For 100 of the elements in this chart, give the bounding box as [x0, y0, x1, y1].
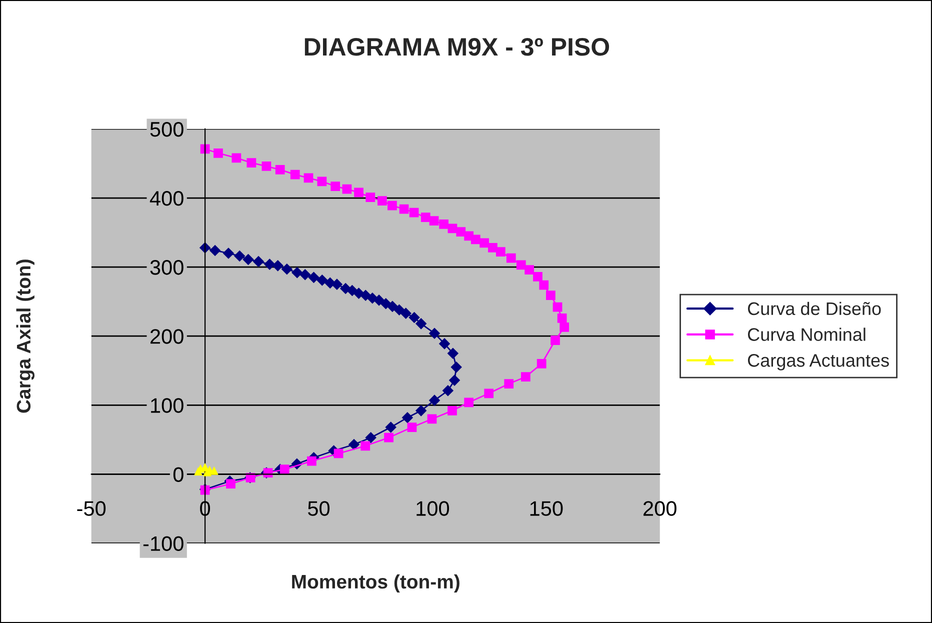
point	[280, 464, 290, 474]
point	[448, 224, 458, 234]
point	[504, 379, 514, 388]
point	[272, 260, 284, 272]
point	[536, 359, 546, 368]
point	[447, 348, 458, 359]
point	[449, 374, 460, 386]
point	[253, 256, 264, 267]
point	[416, 318, 427, 330]
point	[223, 248, 234, 259]
point	[560, 322, 570, 332]
point	[300, 269, 311, 280]
point	[264, 258, 276, 270]
point	[232, 153, 242, 163]
point	[409, 208, 419, 218]
point	[506, 253, 516, 263]
point	[539, 280, 549, 290]
point	[448, 406, 457, 416]
point	[429, 394, 440, 406]
point	[384, 432, 394, 442]
point	[234, 250, 246, 262]
y-tick-label: 200	[150, 329, 184, 344]
point	[456, 227, 466, 237]
point	[524, 265, 534, 275]
point	[470, 234, 480, 244]
point	[366, 192, 376, 202]
point	[275, 165, 285, 174]
point	[408, 312, 420, 323]
point	[374, 294, 384, 306]
point	[242, 254, 254, 265]
point	[330, 182, 340, 191]
y-tick-label: 300	[150, 260, 184, 275]
point	[399, 204, 409, 214]
point	[533, 272, 542, 282]
point	[394, 304, 405, 316]
point	[439, 220, 449, 229]
point	[484, 388, 494, 398]
point	[552, 302, 562, 312]
point	[304, 173, 314, 183]
point	[281, 264, 292, 275]
x-tick-label: 200	[644, 501, 676, 516]
point	[226, 479, 236, 489]
point	[316, 274, 328, 286]
x-axis-title: Momentos (ton-m)	[292, 574, 460, 592]
point	[427, 414, 437, 424]
point	[334, 448, 344, 458]
point	[488, 243, 498, 252]
point	[402, 412, 413, 424]
legend-label: Cargas Actuantes	[748, 354, 889, 370]
legend-label: Curva de Diseño	[748, 302, 881, 316]
point	[262, 162, 272, 171]
point	[450, 362, 462, 373]
point	[550, 336, 560, 345]
point	[442, 385, 454, 396]
point	[407, 422, 417, 432]
point	[353, 288, 364, 299]
point	[464, 398, 474, 408]
point	[429, 216, 439, 226]
point	[317, 176, 327, 186]
point	[516, 260, 526, 270]
point	[292, 267, 303, 278]
point	[214, 148, 223, 158]
point	[348, 439, 360, 450]
point	[496, 247, 506, 257]
point	[521, 372, 530, 382]
point	[385, 422, 396, 433]
x-tick-label: 50	[308, 501, 330, 516]
point	[308, 272, 320, 283]
y-tick-label: 400	[150, 191, 184, 206]
point	[386, 300, 398, 312]
x-tick-label: 100	[416, 501, 450, 516]
chart-title: DIAGRAMA M9X - 3º PISO	[304, 38, 610, 56]
point	[400, 308, 412, 319]
x-tick-label: -50	[77, 501, 106, 516]
y-tick-label: 100	[151, 398, 184, 413]
point	[557, 313, 567, 323]
point	[388, 200, 397, 210]
point	[439, 338, 450, 350]
point	[210, 466, 218, 475]
y-axis-title: Carga Axial (ton)	[16, 260, 34, 413]
point	[360, 290, 372, 301]
point	[480, 238, 489, 248]
point	[246, 158, 256, 168]
y-tick-label: 500	[150, 122, 184, 137]
x-tick-label: 150	[530, 501, 563, 516]
point	[365, 432, 376, 444]
point	[546, 290, 556, 300]
y-tick-label: 0	[173, 467, 184, 482]
point	[354, 188, 364, 198]
y-tick-label: -100	[143, 536, 184, 552]
point	[342, 184, 352, 194]
point	[416, 405, 427, 416]
point	[378, 196, 387, 206]
point	[210, 245, 220, 256]
point	[290, 170, 300, 180]
point	[429, 328, 440, 339]
point	[332, 278, 342, 290]
legend-label: Curva Nominal	[748, 328, 866, 341]
point	[307, 456, 316, 466]
point	[360, 441, 370, 451]
